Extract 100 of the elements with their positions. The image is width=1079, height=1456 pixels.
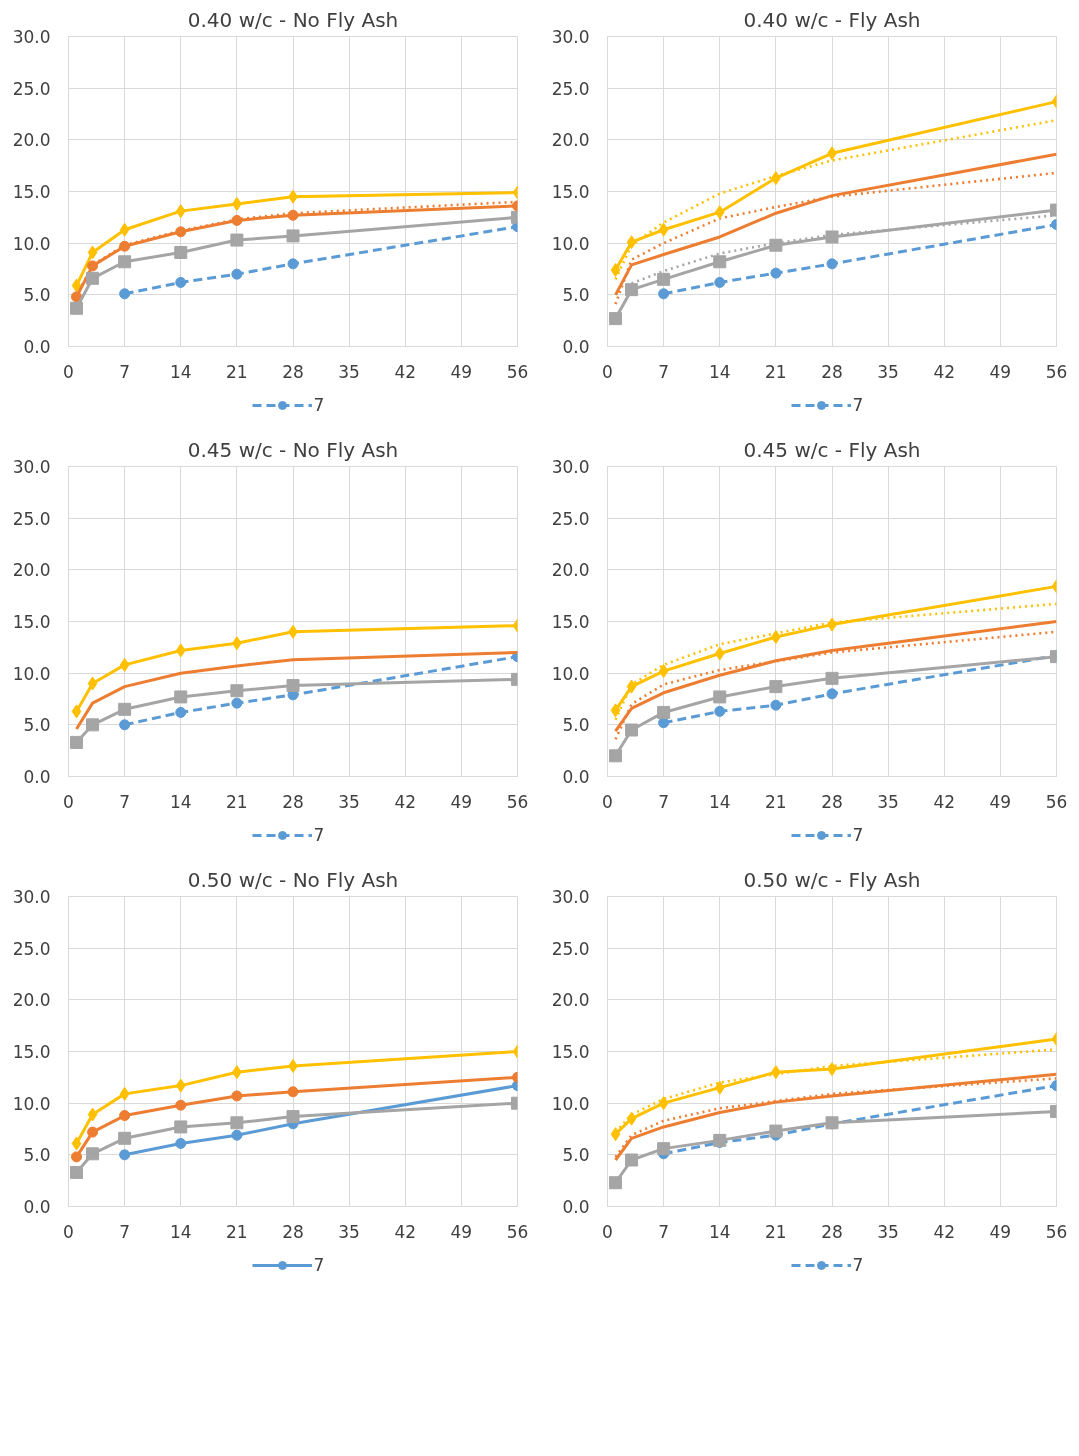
x-tick-label: 21 (765, 791, 787, 812)
x-tick-label: 14 (708, 361, 731, 382)
point (714, 205, 725, 220)
y-tick-label: 20.0 (12, 130, 51, 151)
y-tick-label: 30.0 (551, 27, 590, 47)
y-tick-label: 25.0 (12, 78, 51, 99)
y-tick-label: 15.0 (551, 1042, 590, 1062)
legend-label: 7 (313, 1255, 326, 1275)
point (230, 233, 244, 247)
point (175, 226, 187, 238)
point (626, 1111, 637, 1126)
x-tick-label: 28 (282, 1221, 304, 1242)
x-tick-label: 49 (450, 361, 473, 382)
x-tick-label: 35 (877, 361, 899, 382)
point (175, 1099, 187, 1111)
point (119, 1110, 131, 1122)
y-tick-label: 30.0 (12, 27, 51, 47)
x-tick-label: 56 (506, 361, 529, 382)
point (119, 719, 131, 731)
point (86, 1147, 100, 1161)
x-tick-label: 49 (989, 1221, 1012, 1242)
point (119, 657, 130, 672)
y-tick-label: 20.0 (551, 130, 590, 151)
point (119, 240, 131, 252)
point (87, 1126, 99, 1138)
point (610, 1127, 621, 1142)
point (609, 1176, 623, 1190)
x-tick-label: 42 (933, 1221, 956, 1242)
point (658, 222, 669, 237)
x-tick-label: 56 (1045, 791, 1068, 812)
x-tick-label: 49 (450, 1221, 473, 1242)
y-tick-label: 10.0 (551, 233, 590, 254)
point (769, 238, 783, 252)
point (771, 630, 781, 644)
point (70, 735, 84, 749)
y-tick-label: 10.0 (12, 233, 51, 254)
point (626, 235, 637, 250)
chart-title: 0.45 w/c - Fly Ash (743, 437, 921, 462)
point (175, 706, 187, 718)
x-tick-label: 21 (226, 1221, 248, 1242)
point (118, 1131, 132, 1145)
point (714, 705, 726, 717)
point (175, 276, 187, 288)
y-tick-label: 30.0 (12, 457, 51, 477)
x-tick-label: 42 (394, 791, 417, 812)
point (71, 1136, 82, 1151)
y-tick-label: 5.0 (562, 1145, 590, 1166)
x-tick-label: 7 (119, 791, 131, 812)
point (174, 1120, 188, 1134)
x-tick-label: 14 (708, 791, 731, 812)
point (70, 1165, 84, 1179)
point (119, 1149, 131, 1161)
x-tick-label: 35 (877, 791, 899, 812)
x-tick-label: 0 (602, 361, 613, 382)
point (825, 230, 839, 244)
point (714, 276, 726, 288)
x-tick-label: 21 (226, 361, 248, 382)
point (287, 209, 299, 221)
y-tick-label: 10.0 (551, 1093, 590, 1114)
x-tick-label: 49 (989, 361, 1012, 382)
x-tick-label: 28 (282, 791, 304, 812)
y-tick-label: 30.0 (12, 887, 51, 907)
x-tick-label: 35 (338, 361, 360, 382)
chart-title: 0.45 w/c - No Fly Ash (187, 437, 399, 462)
y-tick-label: 30.0 (551, 887, 590, 907)
point (87, 676, 98, 691)
x-tick-label: 42 (933, 791, 956, 812)
point (231, 214, 243, 226)
point (230, 684, 244, 698)
point (71, 704, 82, 719)
x-tick-label: 42 (394, 1221, 417, 1242)
x-tick-label: 14 (169, 1221, 192, 1242)
x-tick-label: 28 (821, 1221, 843, 1242)
point (657, 272, 671, 286)
point (118, 255, 132, 269)
point (230, 1116, 244, 1130)
x-tick-label: 14 (169, 361, 192, 382)
point (174, 245, 188, 259)
x-tick-label: 56 (506, 791, 529, 812)
point (86, 718, 100, 732)
point (286, 679, 300, 693)
x-tick-label: 21 (226, 791, 248, 812)
y-tick-label: 5.0 (562, 285, 590, 306)
point (657, 705, 671, 719)
y-tick-label: 5.0 (23, 285, 51, 306)
y-tick-label: 30.0 (551, 457, 590, 477)
x-tick-label: 0 (602, 791, 613, 812)
x-tick-label: 0 (63, 361, 74, 382)
point (71, 278, 82, 293)
x-tick-label: 21 (765, 1221, 787, 1242)
x-tick-label: 56 (1045, 361, 1068, 382)
point (769, 1124, 783, 1138)
legend-label: 7 (852, 1255, 865, 1275)
legend-label: 7 (852, 825, 865, 845)
x-tick-label: 42 (394, 361, 417, 382)
point (658, 664, 669, 679)
point (657, 1142, 671, 1156)
x-tick-label: 28 (282, 361, 304, 382)
point (825, 671, 839, 685)
point (87, 245, 98, 260)
